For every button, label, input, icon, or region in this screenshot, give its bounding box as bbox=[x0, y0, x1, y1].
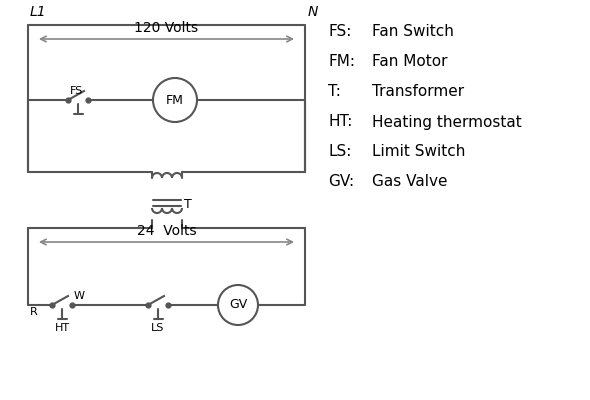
Text: Transformer: Transformer bbox=[372, 84, 464, 100]
Text: Fan Switch: Fan Switch bbox=[372, 24, 454, 40]
Text: GV:: GV: bbox=[328, 174, 354, 190]
Text: LS:: LS: bbox=[328, 144, 352, 160]
Text: Heating thermostat: Heating thermostat bbox=[372, 114, 522, 130]
Text: Fan Motor: Fan Motor bbox=[372, 54, 447, 70]
Text: R: R bbox=[30, 307, 38, 317]
Text: GV: GV bbox=[229, 298, 247, 312]
Text: T: T bbox=[184, 198, 192, 210]
Text: N: N bbox=[308, 5, 319, 19]
Text: Gas Valve: Gas Valve bbox=[372, 174, 447, 190]
Text: Limit Switch: Limit Switch bbox=[372, 144, 466, 160]
Text: FS: FS bbox=[70, 86, 83, 96]
Text: FM: FM bbox=[166, 94, 184, 106]
Text: 120 Volts: 120 Volts bbox=[135, 21, 199, 35]
Text: LS: LS bbox=[151, 323, 165, 333]
Text: FM:: FM: bbox=[328, 54, 355, 70]
Text: HT: HT bbox=[54, 323, 70, 333]
Text: T:: T: bbox=[328, 84, 341, 100]
Text: L1: L1 bbox=[30, 5, 47, 19]
Text: HT:: HT: bbox=[328, 114, 352, 130]
Text: W: W bbox=[74, 291, 85, 301]
Text: 24  Volts: 24 Volts bbox=[137, 224, 196, 238]
Text: FS:: FS: bbox=[328, 24, 352, 40]
